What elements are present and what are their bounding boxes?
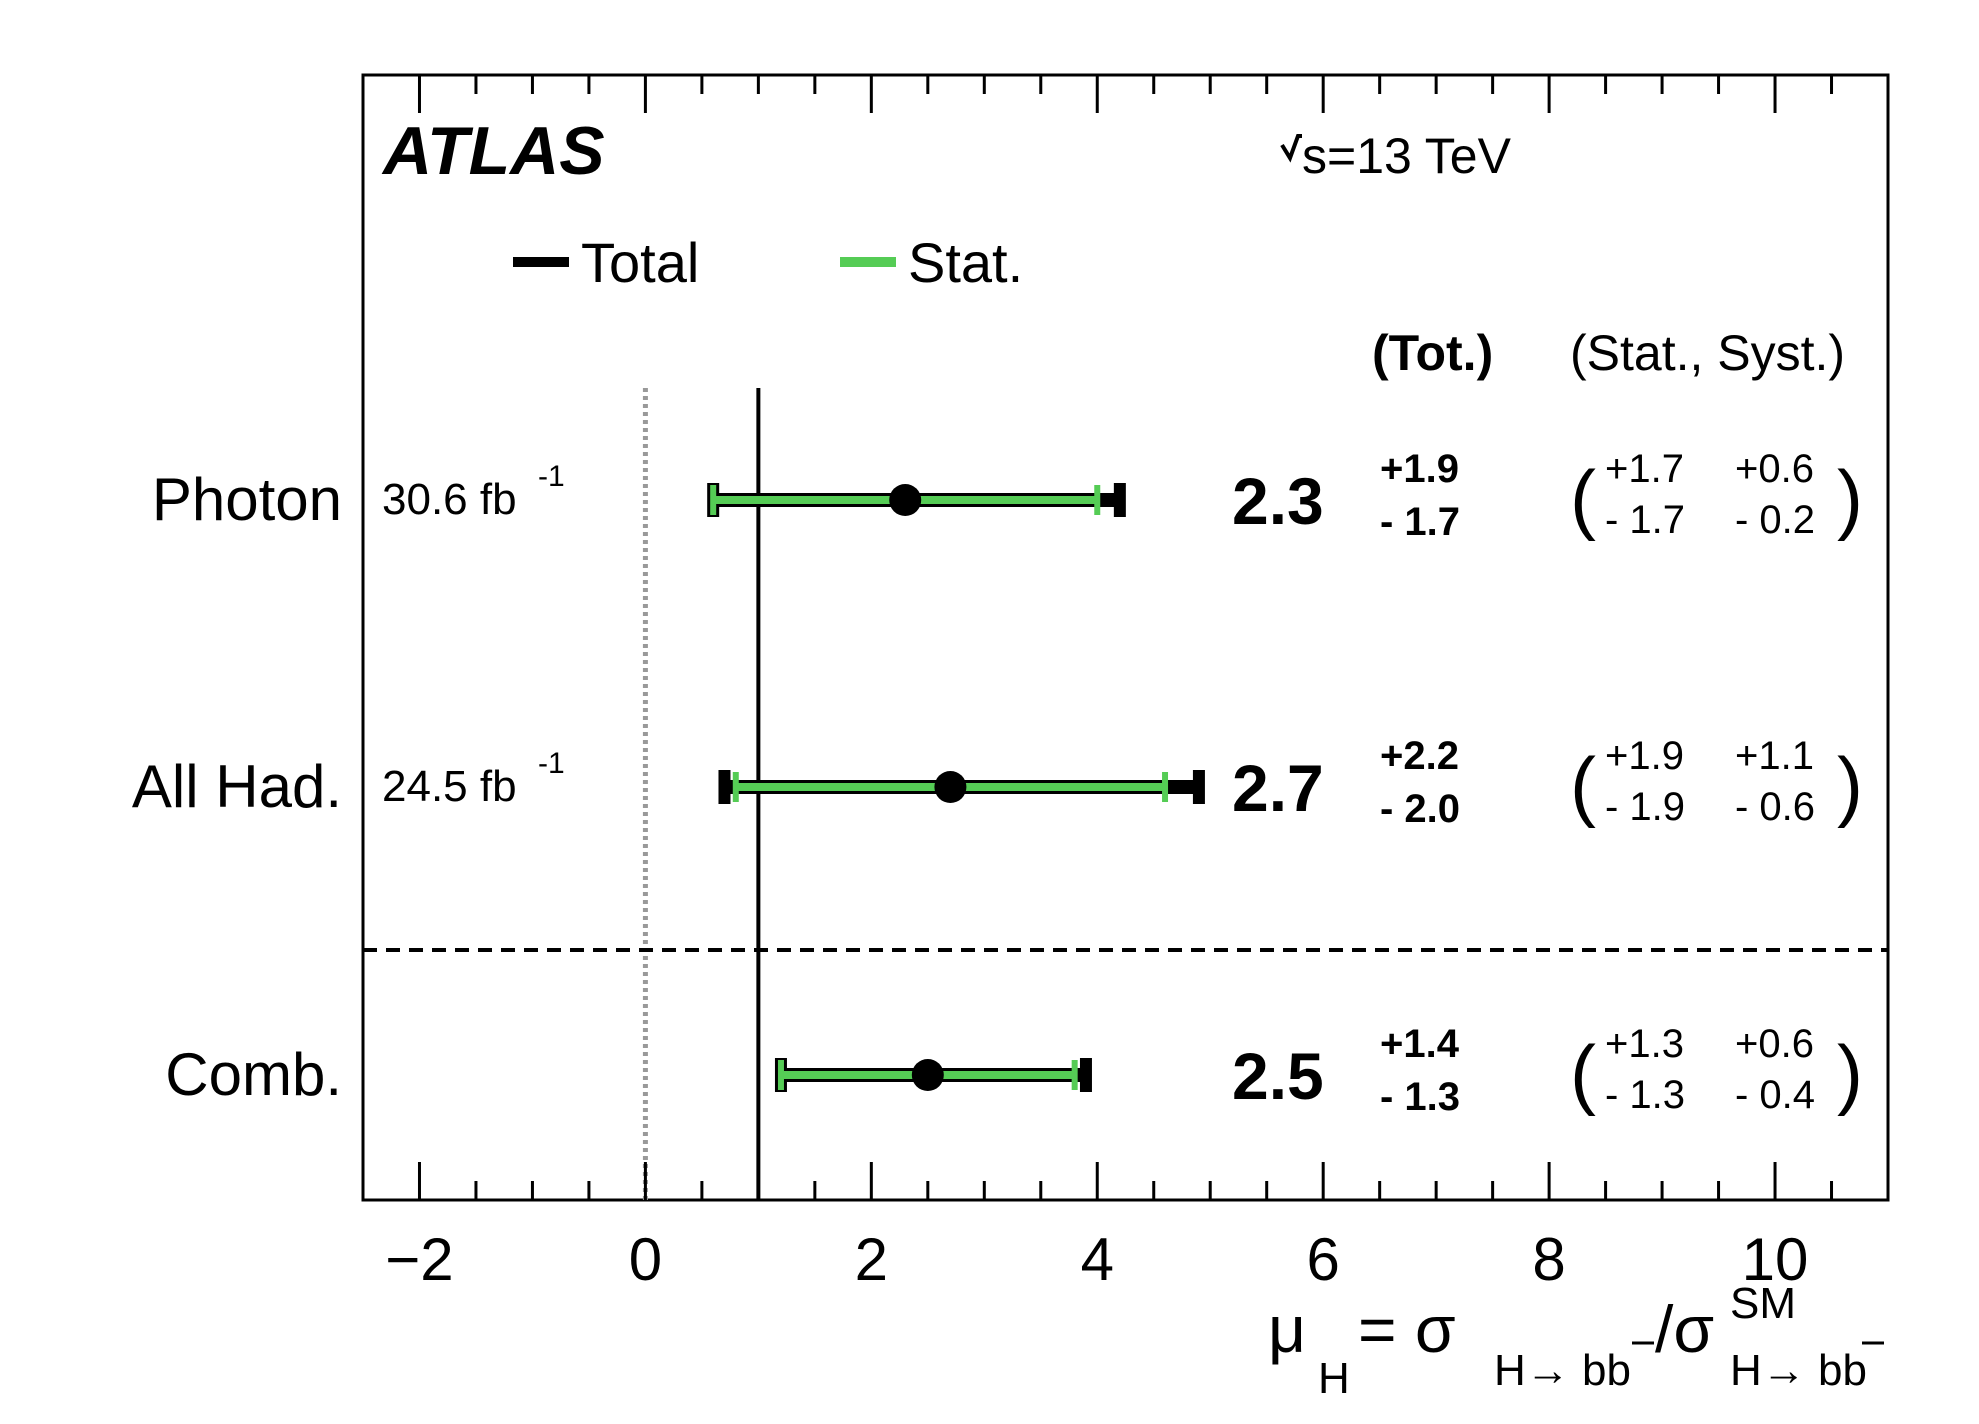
x-tick-label: 4 [1081, 1226, 1114, 1293]
syst-unc-down: - 0.4 [1735, 1073, 1815, 1117]
luminosity-label: 24.5 fb [382, 762, 517, 811]
central-value-marker [911, 1059, 944, 1091]
central-value-marker [934, 771, 967, 803]
row-label: All Had. [132, 753, 342, 820]
legend-label: Stat. [908, 231, 1023, 294]
row-label: Comb. [165, 1041, 342, 1108]
x-tick-label: 10 [1742, 1226, 1809, 1293]
total-unc-up: +2.2 [1380, 734, 1459, 778]
legend-label: Total [581, 231, 699, 294]
x-title-slash-sigma: /σ [1655, 1292, 1714, 1366]
sqrt-icon [1280, 134, 1302, 163]
central-value-marker [889, 484, 922, 516]
x-tick-label: 6 [1306, 1226, 1339, 1293]
total-unc-down: - 1.3 [1380, 1075, 1460, 1119]
paren-open: ( [1570, 1029, 1596, 1117]
paren-close: ) [1837, 741, 1863, 829]
row-all-had: All Had. 24.5 fb -1 2.7 +2.2 - 2.0 (+1.9 - 1.9 +… [132, 734, 1863, 831]
x-tick-label: 2 [855, 1226, 888, 1293]
total-unc-up: +1.9 [1380, 447, 1459, 491]
x-tick-label: −2 [385, 1226, 453, 1293]
syst-unc-up: +1.1 [1735, 734, 1814, 778]
syst-unc-up: +0.6 [1735, 447, 1814, 491]
central-value: 2.3 [1232, 464, 1324, 538]
energy-label: s=13 TeV [1302, 128, 1512, 184]
x-axis-title: μ H = σ H→ bb /σ SM H→ bb [1268, 1279, 1884, 1403]
header-total: (Tot.) [1372, 325, 1493, 381]
syst-unc-up: +0.6 [1735, 1022, 1814, 1066]
stat-unc-up: +1.9 [1605, 734, 1684, 778]
luminosity-exponent: -1 [538, 460, 565, 493]
x-title-mu-sub: H [1318, 1354, 1350, 1403]
experiment-label: ATLAS [381, 113, 605, 189]
energy-label-group: s=13 TeV [1280, 128, 1512, 184]
column-header: (Tot.) (Stat., Syst.) [1372, 325, 1845, 381]
plot-border [361, 73, 1890, 1202]
stat-unc-down: - 1.7 [1605, 498, 1685, 542]
total-unc-down: - 1.7 [1380, 500, 1460, 544]
row-comb: Comb. 2.5 +1.4- 1.3(+1.3- 1.3+0.6- 0.4) [165, 1022, 1863, 1119]
x-title-sm-sup: SM [1730, 1279, 1796, 1328]
syst-unc-down: - 0.2 [1735, 498, 1815, 542]
central-value: 2.7 [1232, 751, 1324, 825]
central-value: 2.5 [1232, 1039, 1324, 1113]
total-unc-down: - 2.0 [1380, 787, 1460, 831]
paren-open: ( [1570, 741, 1596, 829]
syst-unc-down: - 0.6 [1735, 785, 1815, 829]
atlas-label-group: ATLAS [381, 113, 605, 189]
header-stat-syst: (Stat., Syst.) [1570, 325, 1845, 381]
x-axis: −2 0 2 4 6 8 10 [361, 75, 1890, 1293]
x-tick-label: 8 [1532, 1226, 1565, 1293]
x-title-sigma-sub: H→ bb [1494, 1346, 1631, 1395]
total-unc-up: +1.4 [1380, 1022, 1460, 1066]
legend: Total Stat. [513, 231, 1023, 294]
paren-close: ) [1837, 454, 1863, 542]
stat-unc-down: - 1.9 [1605, 785, 1685, 829]
row-photon: Photon 30.6 fb -1 2.3 +1.9- 1.7(+1.7- 1.7+0.… [152, 447, 1863, 544]
paren-close: ) [1837, 1029, 1863, 1117]
x-title-equals-sigma: = σ [1358, 1292, 1456, 1366]
paren-open: ( [1570, 454, 1596, 542]
x-title-sm-sub: H→ bb [1730, 1346, 1867, 1395]
luminosity-label: 30.6 fb [382, 475, 517, 524]
x-title-mu: μ [1268, 1292, 1306, 1366]
stat-unc-up: +1.7 [1605, 447, 1684, 491]
measurement-rows: Photon 30.6 fb -1 2.3 +1.9- 1.7(+1.7- 1.7+0.… [132, 447, 1888, 1119]
x-tick-label: 0 [629, 1226, 662, 1293]
row-label: Photon [152, 466, 342, 533]
plot-frame [361, 73, 1890, 1202]
luminosity-exponent: -1 [538, 747, 565, 780]
stat-unc-down: - 1.3 [1605, 1073, 1685, 1117]
stat-unc-up: +1.3 [1605, 1022, 1684, 1066]
